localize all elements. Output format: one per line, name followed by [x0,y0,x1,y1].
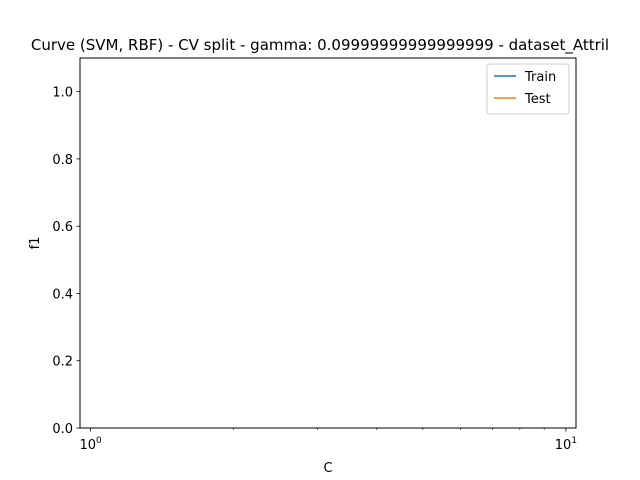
x-tick-label: 100 [79,436,102,453]
axes-frame [79,57,577,429]
y-tick-label: 0.8 [52,153,73,168]
y-axis-label: f1 [28,237,43,250]
legend: Train Test [486,63,570,115]
y-axis: 0.0 0.2 0.4 0.6 0.8 1.0 [52,86,80,437]
y-tick-label: 0.6 [52,220,73,235]
y-tick-label: 0.4 [52,287,73,302]
y-tick-label: 0.0 [52,422,73,437]
legend-label-train: Train [524,70,556,85]
y-tick-label: 0.2 [52,355,73,370]
x-tick-label: 101 [555,436,577,453]
y-tick-label: 1.0 [52,86,73,101]
chart-title: Curve (SVM, RBF) - CV split - gamma: 0.0… [31,36,609,55]
legend-label-test: Test [524,92,551,107]
x-axis-label: C [323,461,332,476]
x-axis: 100 101 [79,428,577,453]
